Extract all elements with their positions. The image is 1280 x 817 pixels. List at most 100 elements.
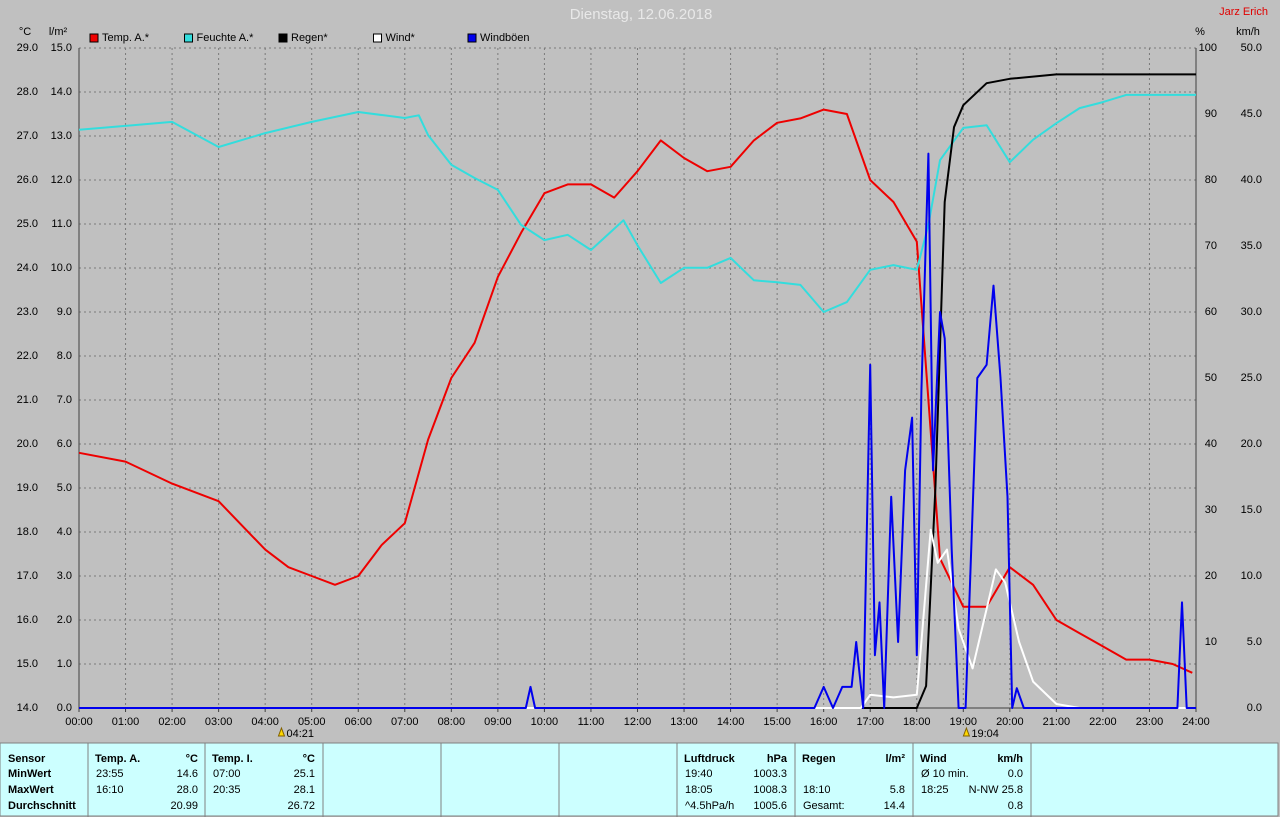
panel-time: 23:55 [96,768,124,780]
series-line [79,528,1196,709]
panel-value: N-NW 25.8 [969,784,1023,796]
chart-title: Dienstag, 12.06.2018 [570,6,713,23]
legend-swatch [467,33,477,43]
y-tick-label: 14.0 [17,702,38,714]
y-tick-label: 70 [1205,240,1217,252]
panel-time: 07:00 [213,768,241,780]
x-tick-label: 13:00 [670,716,698,728]
y-tick-label: 50.0 [1241,42,1262,54]
y-tick-label: 16.0 [17,614,38,626]
legend-swatch [184,33,193,43]
panel-value: 0.8 [1008,800,1023,812]
y-tick-label: 0.0 [57,702,72,714]
legend-swatch [89,33,99,43]
y-tick-label: 25.0 [1241,372,1262,384]
axis-unit: km/h [1236,26,1260,38]
y-tick-label: 17.0 [17,570,38,582]
y-tick-label: 22.0 [17,350,38,362]
y-tick-label: 35.0 [1241,240,1262,252]
x-tick-label: 03:00 [205,716,233,728]
axis-unit: % [1195,26,1205,38]
y-tick-label: 1.0 [57,658,72,670]
legend-label: Temp. A.* [102,32,150,44]
y-tick-label: 5.0 [57,482,72,494]
y-tick-label: 20.0 [1241,438,1262,450]
panel-value: 14.4 [884,800,905,812]
x-tick-label: 09:00 [484,716,512,728]
panel-row-label: MinWert [8,768,52,780]
x-tick-label: 06:00 [344,716,372,728]
background [0,0,1280,743]
series-line [78,93,1196,313]
y-tick-label: 0.0 [1247,702,1262,714]
panel-time: 19:40 [685,768,713,780]
x-tick-label: 07:00 [391,716,419,728]
y-tick-label: 4.0 [57,526,72,538]
x-tick-label: 15:00 [763,716,791,728]
panel-unit: °C [186,753,198,765]
y-tick-label: 10.0 [51,262,72,274]
y-tick-label: 10.0 [1241,570,1262,582]
panel-time: 18:25 [921,784,949,796]
x-tick-label: 02:00 [158,716,186,728]
y-tick-label: 20 [1205,570,1217,582]
legend-label: Feuchte A.* [197,32,255,44]
x-tick-label: 23:00 [1136,716,1164,728]
y-tick-label: 9.0 [57,306,72,318]
panel-value: 5.8 [890,784,905,796]
corner-label: Jarz Erich [1219,6,1268,18]
panel-value: 25.1 [294,768,315,780]
y-tick-label: 30 [1205,504,1217,516]
annotation-label: 04:21 [286,728,314,740]
x-tick-label: 19:00 [950,716,978,728]
x-tick-label: 14:00 [717,716,745,728]
sun-marker [277,726,286,737]
x-tick-label: 08:00 [438,716,466,728]
y-tick-label: 7.0 [57,394,72,406]
y-tick-label: 15.0 [1241,504,1262,516]
x-tick-label: 12:00 [624,716,652,728]
y-tick-label: 100 [1199,42,1217,54]
panel-header: Temp. A. [95,753,140,765]
y-tick-label: 29.0 [17,42,38,54]
series-line [78,108,1193,674]
y-tick-label: 90 [1205,108,1217,120]
x-tick-label: 17:00 [856,716,884,728]
x-tick-label: 01:00 [112,716,140,728]
panel-value: 14.6 [177,768,198,780]
panel-value: 0.0 [1008,768,1023,780]
x-tick-label: 20:00 [996,716,1024,728]
sun-marker [962,726,971,737]
y-tick-label: 5.0 [1247,636,1262,648]
y-tick-label: 28.0 [17,86,38,98]
x-tick-label: 05:00 [298,716,326,728]
y-tick-label: 27.0 [17,130,38,142]
y-tick-label: 45.0 [1241,108,1262,120]
y-tick-label: 24.0 [17,262,38,274]
axis-unit: l/m² [49,26,68,38]
y-tick-label: 20.0 [17,438,38,450]
legend-swatch [373,33,382,43]
panel-row-label: MaxWert [8,784,54,796]
x-tick-label: 16:00 [810,716,838,728]
panel-time: Gesamt: [803,800,845,812]
series-line [79,152,1196,709]
y-tick-label: 21.0 [17,394,38,406]
panel-time: 20:35 [213,784,241,796]
y-tick-label: 2.0 [57,614,72,626]
x-tick-label: 10:00 [531,716,559,728]
legend-swatch [278,33,288,43]
y-tick-label: 23.0 [17,306,38,318]
y-tick-label: 11.0 [51,218,72,230]
panel-value: 20.99 [170,800,198,812]
y-tick-label: 50 [1205,372,1217,384]
x-tick-label: 00:00 [65,716,93,728]
panel-value: 1008.3 [753,784,787,796]
panel-value: 26.72 [287,800,315,812]
stats-panel [0,742,1279,817]
legend-label: Regen* [291,32,328,44]
x-tick-label: 18:00 [903,716,931,728]
panel-unit: hPa [767,753,788,765]
panel-value: 28.0 [177,784,198,796]
x-tick-label: 24:00 [1182,716,1210,728]
